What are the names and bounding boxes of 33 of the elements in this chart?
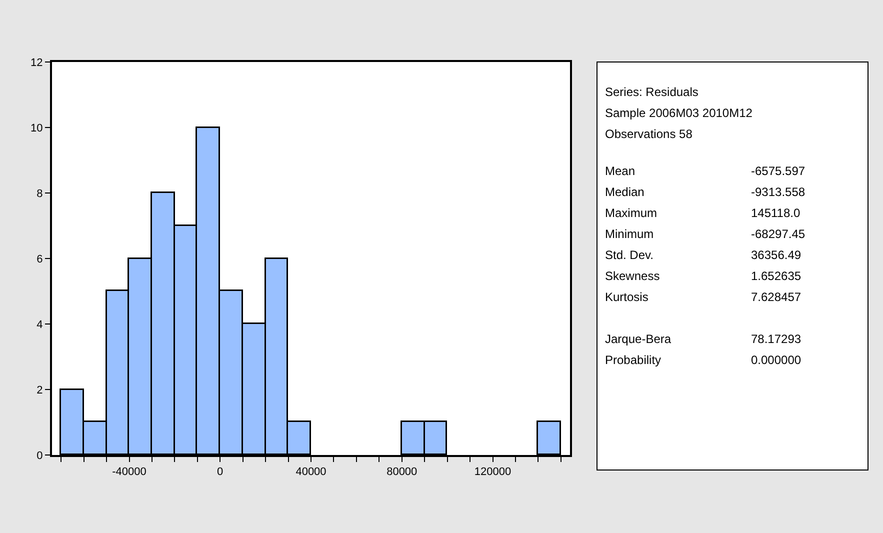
- x-tick-label: -40000: [112, 466, 146, 478]
- category-label: Mean: [605, 164, 636, 178]
- category-label: Std. Dev.: [605, 248, 654, 262]
- category-label: Probability: [605, 353, 662, 367]
- category-label: Jarque-Bera: [605, 332, 672, 346]
- x-tick-label: 40000: [296, 466, 326, 478]
- x-tick-label: 0: [217, 466, 224, 478]
- text: Sample 2006M03 2010M12: [605, 106, 753, 120]
- category-label: Kurtosis: [605, 290, 648, 304]
- data-label: 78.17293: [751, 332, 802, 346]
- y-tick-label: 2: [36, 384, 43, 396]
- y-tick-label: 12: [30, 56, 43, 69]
- data-label: -9313.558: [751, 185, 806, 199]
- category-label: Median: [605, 185, 644, 199]
- y-tick-label: 0: [36, 450, 43, 462]
- data-label: 1.652635: [751, 269, 802, 283]
- data-label: 7.628457: [751, 290, 802, 304]
- category-label: Maximum: [605, 206, 658, 220]
- data-label: 36356.49: [751, 248, 802, 262]
- x-tick-label: 120000: [474, 466, 512, 478]
- y-tick-label: 6: [36, 253, 43, 266]
- x-tick-label: 80000: [386, 466, 418, 478]
- y-tick-label: 8: [36, 188, 43, 200]
- text: Observations 58: [605, 127, 693, 141]
- data-label: -68297.45: [751, 227, 806, 241]
- y-tick-label: 4: [36, 318, 43, 331]
- data-label: -6575.597: [751, 164, 806, 178]
- category-label: Skewness: [605, 269, 660, 283]
- y-tick-label: 10: [30, 122, 43, 134]
- data-label: 145118.0: [751, 206, 800, 220]
- text: Series: Residuals: [605, 85, 698, 99]
- data-label: 0.000000: [751, 353, 802, 367]
- category-label: Minimum: [605, 227, 654, 241]
